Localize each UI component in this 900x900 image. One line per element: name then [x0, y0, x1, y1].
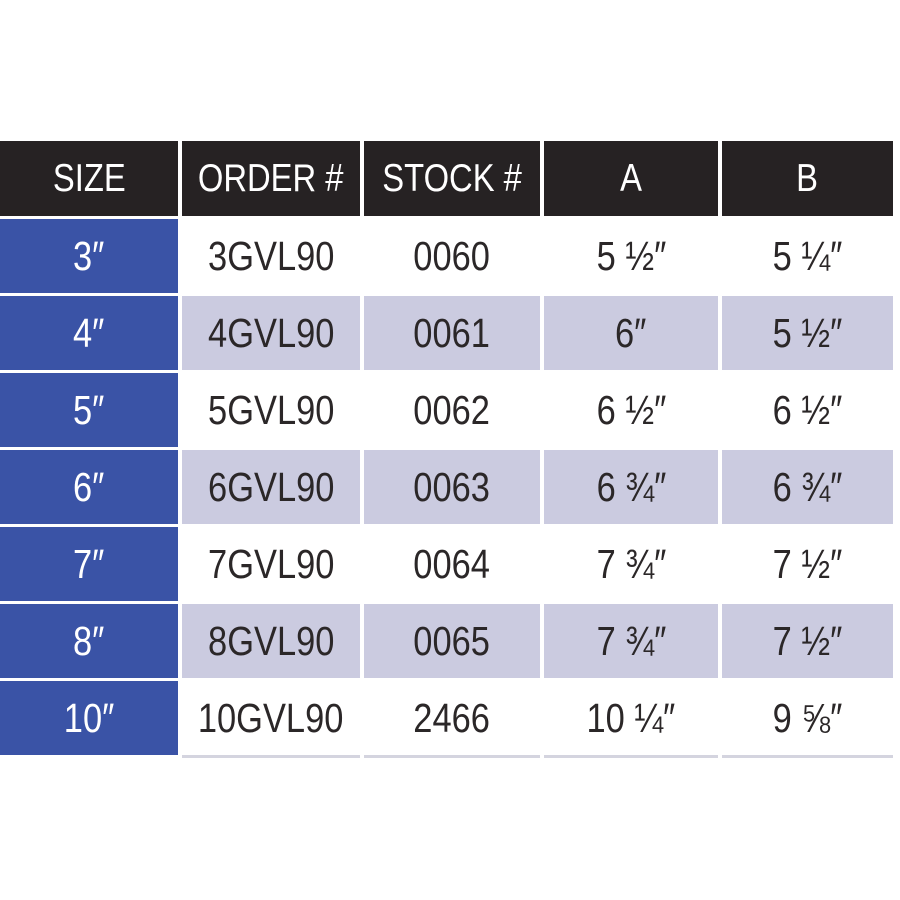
row-4-dim-b-cell: 6 ¾″: [722, 450, 893, 524]
cell-text: 5 ½″: [596, 232, 666, 279]
column-header-order-number-label: ORDER #: [198, 156, 344, 200]
cell-text: 7 ½″: [772, 540, 843, 587]
cell-text: 6 ½″: [772, 386, 843, 433]
column-header-dim-b-label: B: [796, 156, 819, 200]
cell-text: 7 ¾″: [596, 540, 666, 587]
column-header-dim-a: A: [544, 141, 718, 216]
row-6-stock-cell: 0065: [364, 604, 540, 678]
row-5-size-cell: 7″: [0, 527, 178, 601]
row-2-dim-b-cell: 5 ½″: [722, 296, 893, 370]
cell-text: 7″: [73, 540, 105, 587]
row-3-stock-cell: 0062: [364, 373, 540, 447]
cell-text: 0062: [413, 386, 491, 433]
cell-text: 5GVL90: [207, 386, 335, 433]
cell-text: 7GVL90: [207, 540, 335, 587]
cell-text: 10GVL90: [198, 694, 344, 741]
row-3-size-cell: 5″: [0, 373, 178, 447]
cell-text: 7 ½″: [772, 617, 843, 664]
cell-text: 3″: [73, 232, 105, 279]
cell-text: 5″: [73, 386, 105, 433]
row-2-dim-a-cell: 6″: [544, 296, 718, 370]
cell-text: 6″: [615, 309, 647, 356]
cell-text: 0064: [413, 540, 491, 587]
row-7-size-cell: 10″: [0, 681, 178, 755]
cell-text: 0065: [413, 617, 491, 664]
row-3-dim-a-cell: 6 ½″: [544, 373, 718, 447]
row-7-dim-b-cell: 9 ⅝″: [722, 681, 893, 755]
cell-text: 4″: [73, 309, 105, 356]
row-2-order-cell: 4GVL90: [182, 296, 360, 370]
row-5-order-cell: 7GVL90: [182, 527, 360, 601]
cell-text: 3GVL90: [207, 232, 335, 279]
row-2-size-cell: 4″: [0, 296, 178, 370]
row-4-stock-cell: 0063: [364, 450, 540, 524]
row-6-size-cell: 8″: [0, 604, 178, 678]
cell-text: 8″: [73, 617, 105, 664]
row-6-dim-a-cell: 7 ¾″: [544, 604, 718, 678]
cell-text: 8GVL90: [207, 617, 335, 664]
cell-text: 6 ¾″: [772, 463, 843, 510]
row-4-dim-a-cell: 6 ¾″: [544, 450, 718, 524]
row-5-dim-a-cell: 7 ¾″: [544, 527, 718, 601]
cell-text: 9 ⅝″: [772, 694, 843, 741]
cell-text: 5 ½″: [772, 309, 843, 356]
row-1-order-cell: 3GVL90: [182, 219, 360, 293]
cell-text: 6GVL90: [207, 463, 335, 510]
column-header-stock-number: STOCK #: [364, 141, 540, 216]
cell-text: 5 ¼″: [772, 232, 843, 279]
column-header-dim-b: B: [722, 141, 893, 216]
row-1-dim-b-cell: 5 ¼″: [722, 219, 893, 293]
cell-text: 10″: [63, 694, 115, 741]
row-6-dim-b-cell: 7 ½″: [722, 604, 893, 678]
row-1-stock-cell: 0060: [364, 219, 540, 293]
row-2-stock-cell: 0061: [364, 296, 540, 370]
row-3-order-cell: 5GVL90: [182, 373, 360, 447]
row-7-dim-a-cell: 10 ¼″: [544, 681, 718, 755]
cell-text: 4GVL90: [207, 309, 335, 356]
row-5-stock-cell: 0064: [364, 527, 540, 601]
row-6-order-cell: 8GVL90: [182, 604, 360, 678]
row-7-stock-cell: 2466: [364, 681, 540, 755]
row-4-size-cell: 6″: [0, 450, 178, 524]
cell-text: 6 ¾″: [596, 463, 666, 510]
cell-text: 0060: [413, 232, 491, 279]
column-header-size-label: SIZE: [52, 156, 126, 200]
cell-text: 10 ¼″: [586, 694, 676, 741]
product-spec-table: SIZE ORDER # STOCK # A B 3″ 3GVL90 0060 …: [0, 141, 893, 755]
row-3-dim-b-cell: 6 ½″: [722, 373, 893, 447]
row-4-order-cell: 6GVL90: [182, 450, 360, 524]
cell-text: 7 ¾″: [596, 617, 666, 664]
cell-text: 0061: [413, 309, 491, 356]
column-header-size: SIZE: [0, 141, 178, 216]
column-header-order-number: ORDER #: [182, 141, 360, 216]
cell-text: 6″: [73, 463, 105, 510]
row-5-dim-b-cell: 7 ½″: [722, 527, 893, 601]
column-header-dim-a-label: A: [620, 156, 642, 200]
row-1-dim-a-cell: 5 ½″: [544, 219, 718, 293]
row-7-order-cell: 10GVL90: [182, 681, 360, 755]
cell-text: 6 ½″: [596, 386, 666, 433]
column-header-stock-number-label: STOCK #: [382, 156, 522, 200]
cell-text: 0063: [413, 463, 491, 510]
cell-text: 2466: [413, 694, 491, 741]
row-1-size-cell: 3″: [0, 219, 178, 293]
